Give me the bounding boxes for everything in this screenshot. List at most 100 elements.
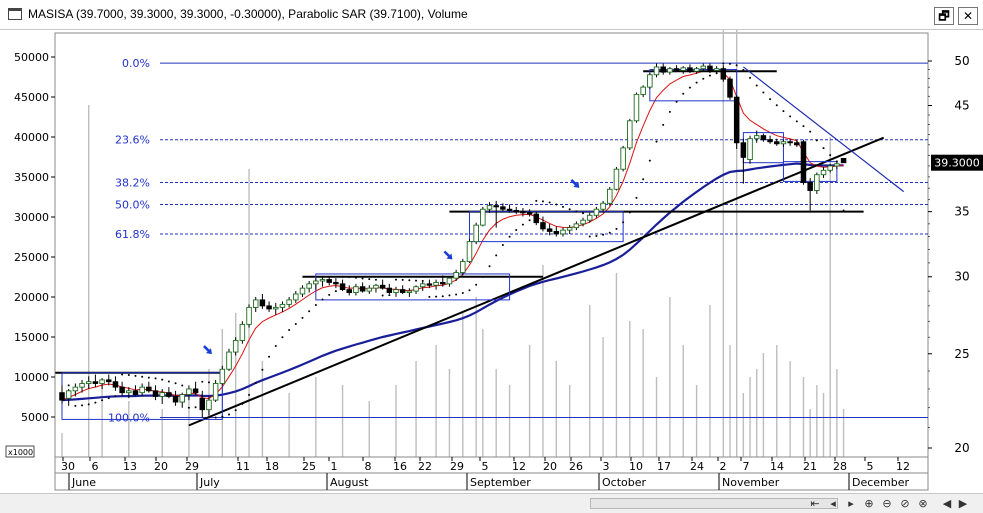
candle-body: [399, 289, 406, 293]
candle-body: [65, 390, 72, 399]
fib-level-label: 61.8%: [115, 228, 150, 241]
sar-dot: [194, 406, 197, 409]
sar-dot: [415, 279, 418, 282]
candle-body: [733, 96, 740, 144]
volume-tick-label: 15000: [14, 331, 49, 344]
day-tick-label: 29: [185, 460, 199, 473]
sar-dot: [408, 279, 411, 282]
trendline: [188, 136, 885, 427]
chart-panel[interactable]: 0.0% 23.6% 38.2% 50.0% 61.8% 100.0% 5000 10000…: [0, 30, 983, 513]
scroll-left-icon[interactable]: ◀: [942, 497, 952, 510]
day-tick-label: 1: [331, 460, 338, 473]
sar-dot: [508, 235, 511, 238]
sar-dot: [268, 355, 271, 358]
sar-dot: [361, 277, 364, 280]
sar-dot: [107, 397, 110, 400]
sar-dot: [582, 212, 585, 215]
candle-body: [172, 395, 179, 403]
signal-arrowhead-icon: [573, 181, 580, 188]
day-tick-label: 5: [867, 460, 874, 473]
sar-dot: [722, 62, 725, 65]
candle-body: [226, 351, 232, 370]
sar-dot: [515, 229, 518, 232]
candle-body: [106, 379, 112, 383]
candle-body: [299, 287, 306, 295]
sar-dot: [575, 210, 578, 213]
sar-dot: [635, 196, 638, 199]
candle-body: [506, 208, 513, 211]
sar-dot: [201, 380, 204, 383]
price-chart[interactable]: 0.0% 23.6% 38.2% 50.0% 61.8% 100.0% 5000 10000…: [0, 30, 983, 493]
candle-body: [807, 182, 813, 191]
sar-dot: [568, 208, 571, 211]
close-button[interactable]: ✕: [958, 7, 978, 25]
candle-body: [433, 281, 439, 286]
day-tick-label: 8: [365, 460, 372, 473]
sar-dot: [762, 91, 765, 94]
fib-level-label: 50.0%: [115, 198, 150, 211]
scroll-thumb[interactable]: [590, 498, 838, 509]
candle-body: [620, 147, 626, 170]
candle-body: [326, 279, 332, 283]
month-tick-label: September: [470, 476, 531, 489]
sar-dot: [782, 110, 785, 113]
sar-dot: [742, 68, 745, 71]
price-tick-label: 35: [954, 205, 969, 219]
candle-body: [500, 206, 506, 210]
sar-dot: [655, 140, 658, 143]
candle-body: [800, 141, 807, 183]
candle-body: [373, 284, 379, 289]
chart-scrollbar[interactable]: ⇤ ◂ ▸ ⊕ ⊖ ⊘ ⊗ ◀ ▶: [0, 493, 983, 513]
fib-level-label: 100.0%: [108, 411, 150, 424]
sar-dot: [368, 278, 371, 281]
candle-body: [820, 169, 827, 176]
scroll-start-icon[interactable]: ⇤: [810, 497, 820, 510]
candle-body: [827, 165, 833, 171]
sar-dot: [702, 77, 705, 80]
sar-dot: [207, 381, 210, 384]
sar-dot: [288, 329, 291, 332]
candle-body: [814, 174, 820, 191]
candle-body: [794, 142, 800, 146]
volume-tick-label: 20000: [14, 291, 49, 304]
sar-dot: [167, 380, 170, 383]
day-tick-label: 10: [629, 460, 643, 473]
sar-dot: [395, 278, 397, 281]
scroll-back-icon[interactable]: ◂: [830, 497, 836, 510]
day-tick-label: 18: [265, 460, 279, 473]
chart-window-title: MASISA (39.7000, 39.3000, 39.3000, -0.30…: [28, 7, 468, 21]
candle-body: [366, 287, 373, 292]
sar-dot: [401, 278, 404, 281]
scroll-forward-icon[interactable]: ▸: [848, 497, 854, 510]
fib-level-label: 0.0%: [122, 57, 150, 70]
candle-body: [680, 67, 686, 71]
candle-body: [273, 306, 279, 310]
sar-dot: [81, 404, 84, 407]
volume-unit-box: [5, 445, 35, 458]
sar-dot: [328, 293, 331, 296]
restore-button[interactable]: 🗗: [934, 7, 954, 25]
sar-dot: [354, 276, 357, 279]
zoom-out-icon[interactable]: ⊖: [882, 497, 892, 510]
scroll-right-icon[interactable]: ▶: [958, 497, 968, 510]
zoom-fit-icon[interactable]: ⊗: [918, 497, 928, 510]
price-tick-label: 25: [954, 347, 969, 361]
zoom-in-icon[interactable]: ⊕: [864, 497, 874, 510]
sar-dot: [842, 209, 845, 212]
trendline: [742, 66, 905, 193]
sar-dot: [214, 416, 217, 419]
month-tick-label: June: [71, 476, 96, 489]
candle-body: [687, 67, 693, 72]
current-price-label: 39.3000: [934, 157, 980, 170]
candle-body: [673, 68, 680, 71]
sar-dot: [94, 401, 97, 404]
sar-dot: [595, 235, 598, 238]
candle-body: [239, 323, 246, 341]
sar-dot: [121, 373, 124, 376]
sar-dot: [809, 130, 812, 133]
candle-body: [413, 286, 419, 292]
zoom-reset-icon[interactable]: ⊘: [900, 497, 910, 510]
candle-body: [834, 163, 840, 167]
volume-tick-label: 10000: [14, 371, 49, 384]
sar-dot: [334, 290, 337, 293]
